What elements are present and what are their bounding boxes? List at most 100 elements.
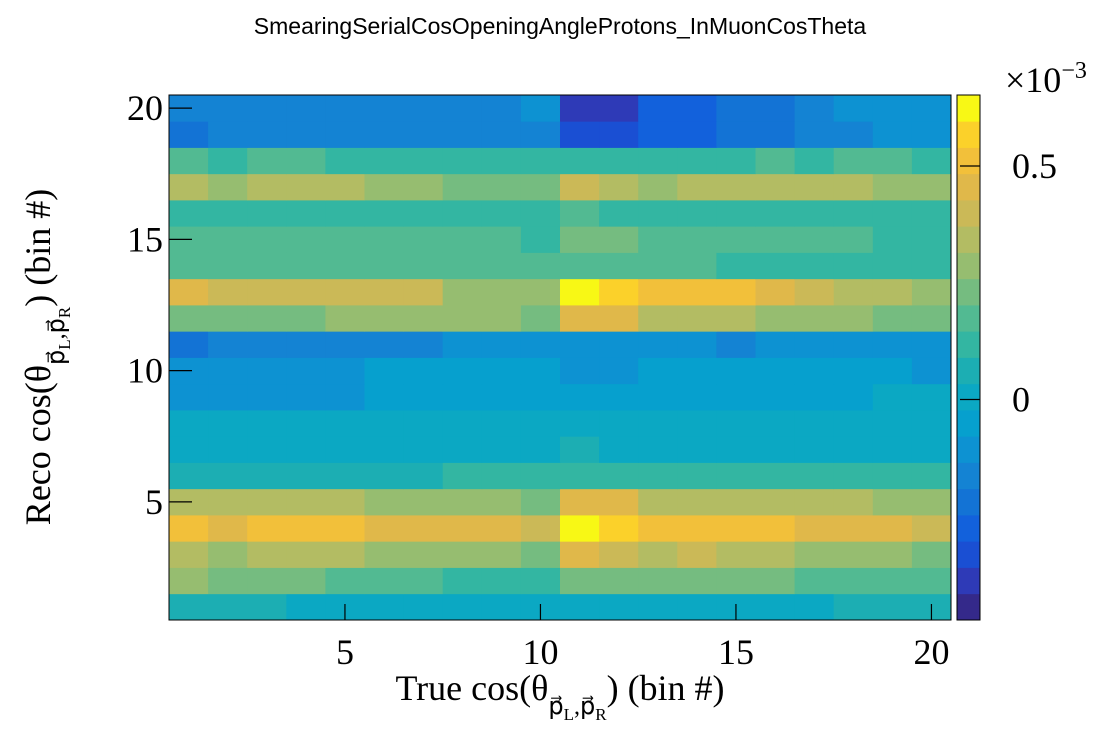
heat-cell [520, 541, 561, 568]
heat-cell [560, 436, 600, 463]
x-label-part: R [595, 705, 607, 724]
heat-cell [247, 331, 287, 358]
heat-cell [638, 436, 678, 463]
heat-cell [755, 200, 795, 227]
heat-cell [364, 95, 404, 122]
heat-cell [520, 410, 561, 437]
heat-cell [169, 147, 209, 175]
heat-cell [599, 305, 639, 332]
heat-cell [169, 462, 209, 490]
heat-cell [911, 121, 952, 148]
heat-cell [677, 252, 717, 280]
y-tick-label: 20 [127, 88, 163, 128]
heat-cell [364, 121, 404, 148]
heat-cell [638, 593, 678, 621]
heat-cell [911, 383, 952, 411]
heat-cell [794, 173, 835, 201]
heat-cell [755, 357, 795, 385]
heat-cell [364, 305, 404, 332]
y-label-part: L [55, 339, 74, 349]
heat-cell [247, 515, 287, 542]
heat-cell [677, 121, 717, 148]
colorbar-step [957, 147, 980, 175]
heat-cell [403, 488, 444, 516]
heat-cell [169, 567, 209, 595]
heat-cell [755, 515, 795, 542]
heat-cell [599, 121, 639, 148]
heat-cell [833, 95, 874, 122]
heat-cell [911, 305, 952, 332]
heat-cell [481, 95, 522, 122]
colorbar-multiplier: ×10−3 [1005, 58, 1087, 100]
colorbar-step [957, 305, 980, 332]
heat-cell [716, 226, 756, 253]
y-label-part: ) (bin #) [18, 189, 58, 307]
heat-cell [911, 541, 952, 568]
heat-cell [638, 515, 678, 542]
heat-cell [520, 357, 561, 385]
heat-cell [872, 200, 913, 227]
heat-cell [911, 278, 952, 306]
heat-cell [833, 436, 874, 463]
heat-cell [403, 147, 444, 175]
heat-cell [638, 147, 678, 175]
colorbar-step [957, 410, 980, 437]
colorbar-step [957, 173, 980, 201]
heat-cell [677, 226, 717, 253]
heat-cell [247, 436, 287, 463]
heat-cell [716, 515, 756, 542]
heat-cell [716, 567, 756, 595]
heat-cell [872, 226, 913, 253]
heat-cell [520, 305, 561, 332]
heat-cell [208, 488, 248, 516]
heat-cell [560, 410, 600, 437]
heat-cell [169, 515, 209, 542]
heat-cell [911, 95, 952, 122]
heat-cell [403, 462, 444, 490]
heat-cell [599, 410, 639, 437]
heat-cell [364, 200, 404, 227]
heat-cell [364, 173, 404, 201]
heat-cell [560, 357, 600, 385]
heat-cell [755, 410, 795, 437]
heat-cell [872, 252, 913, 280]
heat-cell [560, 567, 600, 595]
heat-cell [755, 331, 795, 358]
heat-cell [872, 410, 913, 437]
heat-cell [677, 147, 717, 175]
heat-cell [677, 305, 717, 332]
colorbar-step [957, 357, 980, 385]
heat-cell [403, 226, 444, 253]
heat-cell [716, 357, 756, 385]
heat-cell [833, 278, 874, 306]
heat-cell [716, 200, 756, 227]
heat-cell [520, 462, 561, 490]
heat-cell [716, 95, 756, 122]
heat-cell [716, 252, 756, 280]
heat-cell [481, 488, 522, 516]
x-label-part: ,p⃗ [574, 694, 595, 720]
heat-cell [677, 383, 717, 411]
heat-cell [208, 95, 248, 122]
heat-cell [677, 173, 717, 201]
heat-cell [755, 488, 795, 516]
heat-cell [286, 541, 326, 568]
heat-cell [755, 226, 795, 253]
x-tick-label: 15 [718, 632, 754, 672]
heat-cell [599, 383, 639, 411]
heat-cell [325, 305, 365, 332]
heat-cell [169, 305, 209, 332]
heat-cell [481, 436, 522, 463]
heat-cell [599, 278, 639, 306]
heat-cell [755, 541, 795, 568]
heat-cell [599, 226, 639, 253]
heat-cell [247, 173, 287, 201]
heat-cell [872, 331, 913, 358]
heat-cell [520, 278, 561, 306]
heat-cell [403, 436, 444, 463]
heat-cell [364, 436, 404, 463]
heat-cell [872, 95, 913, 122]
heat-cell [481, 252, 522, 280]
heat-cell [638, 488, 678, 516]
